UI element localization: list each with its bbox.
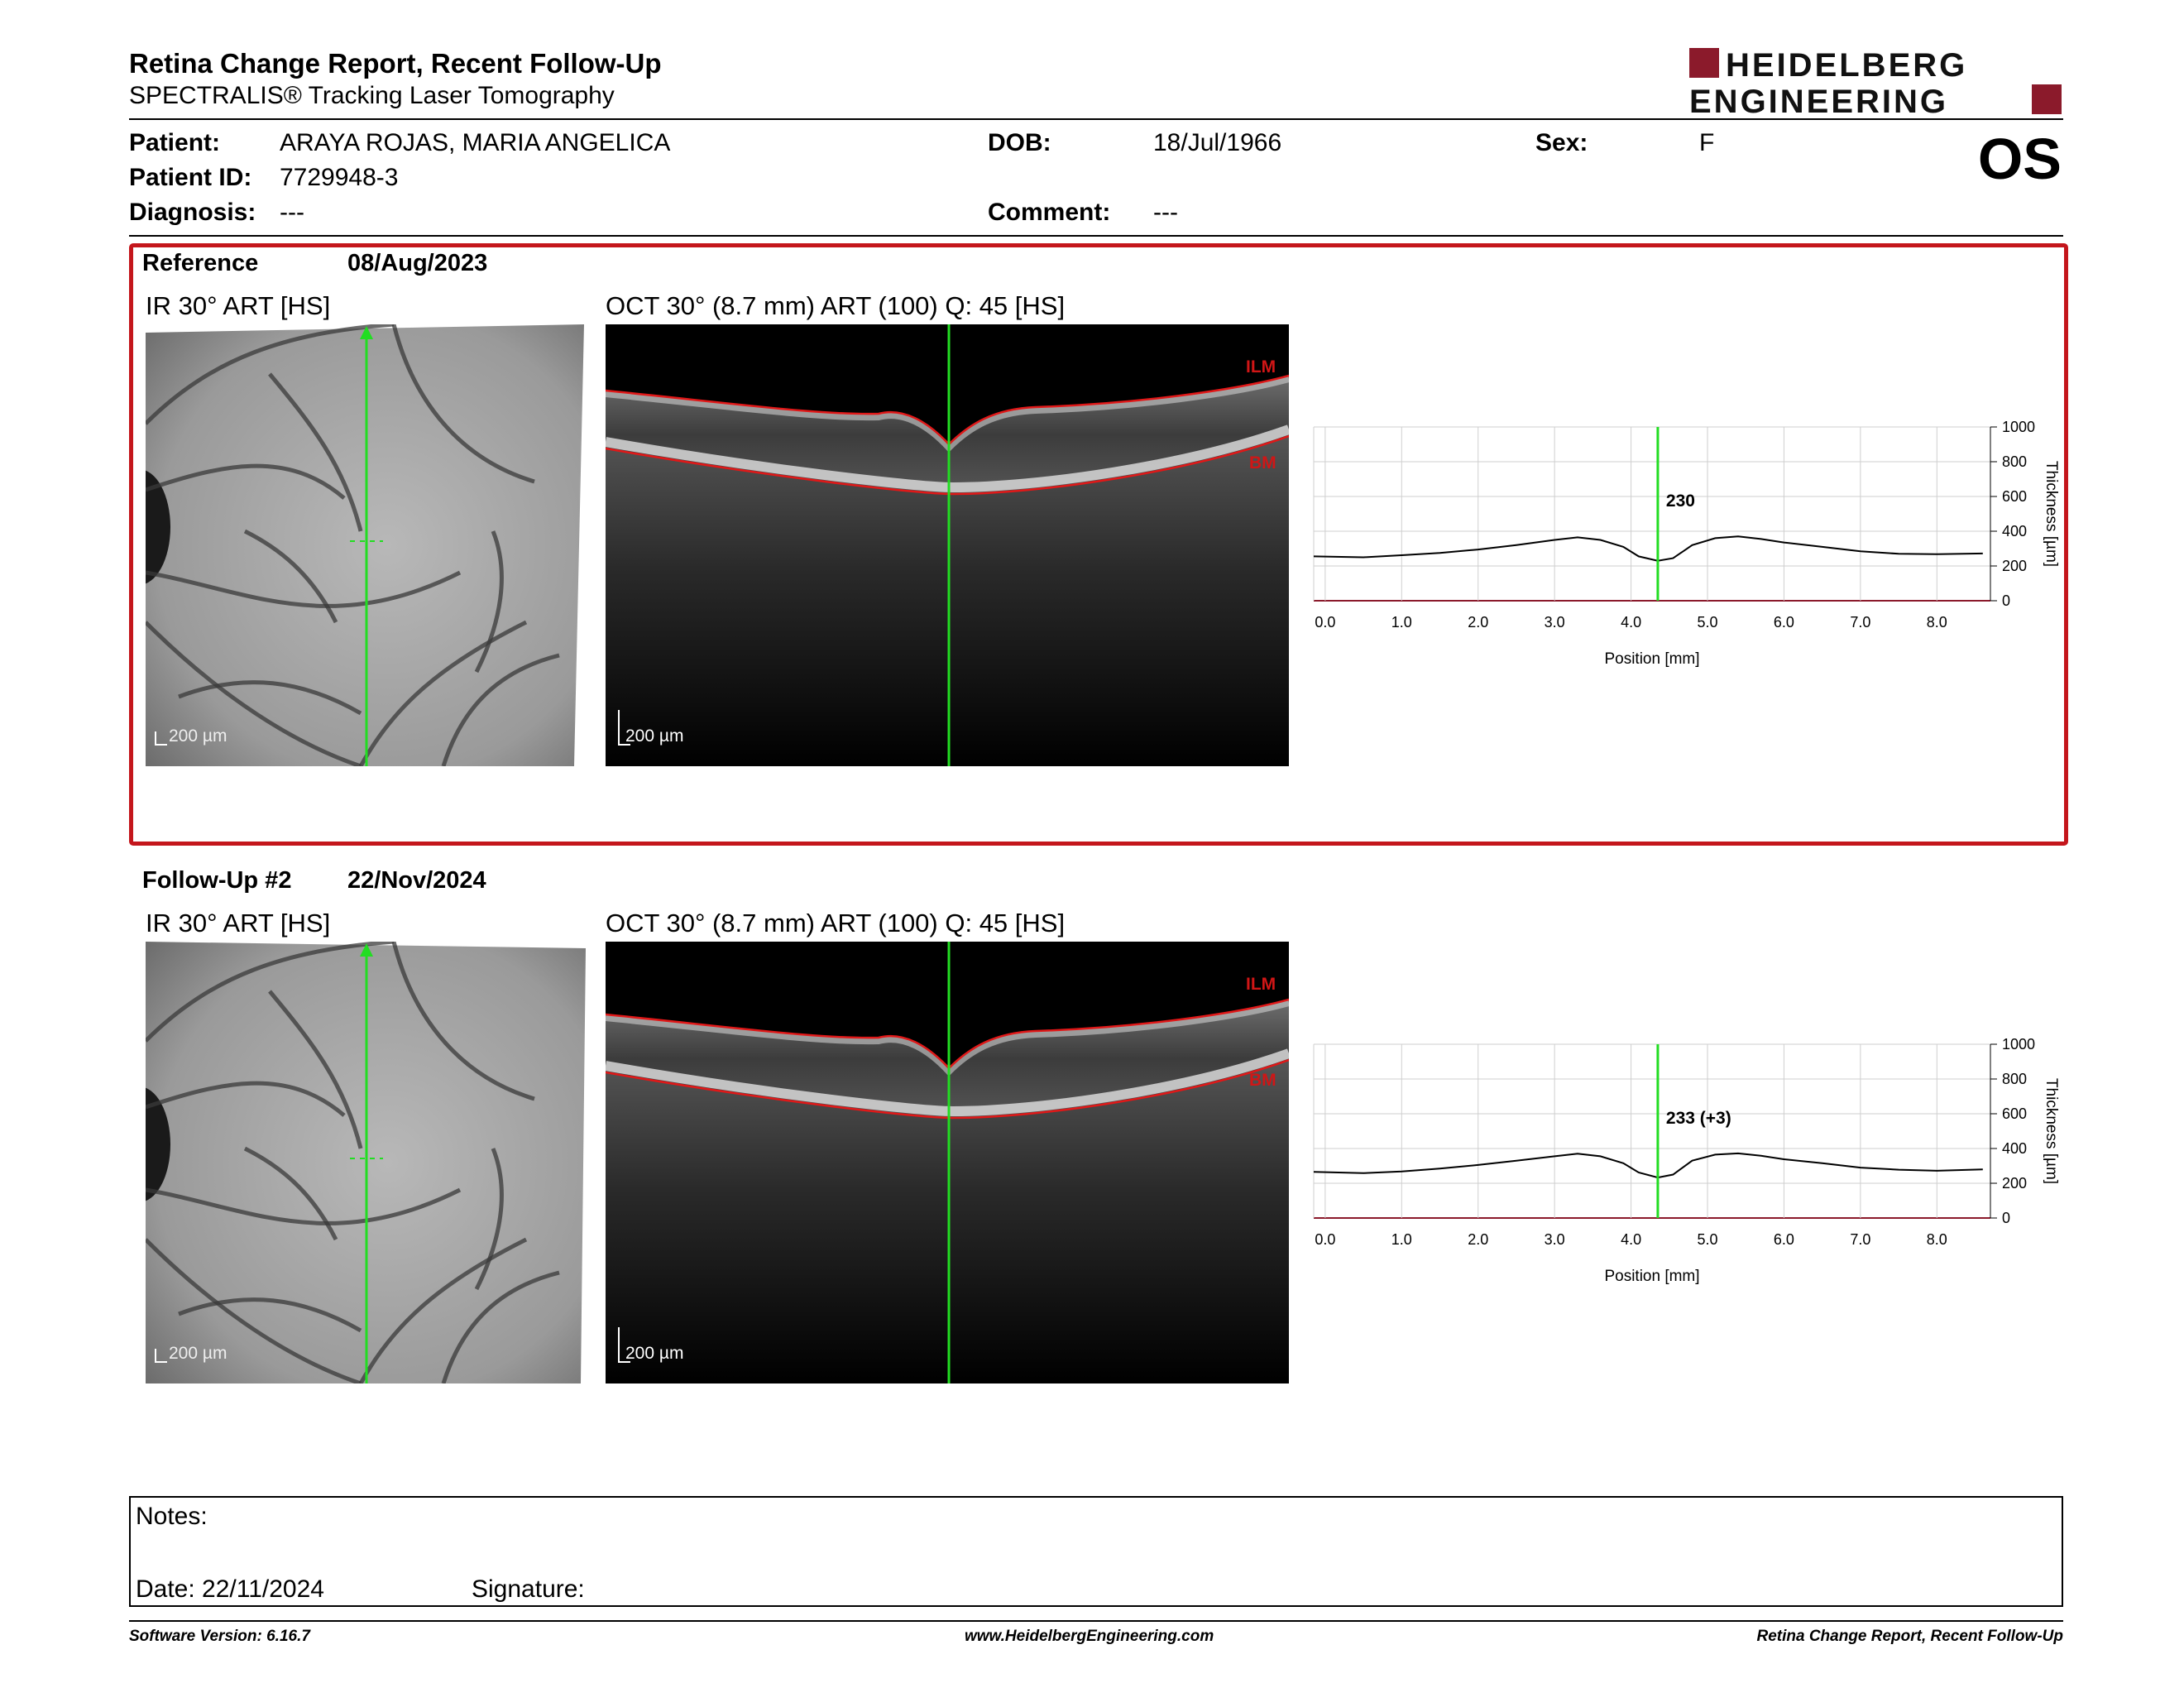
y-tick-label: 800 <box>2002 1071 2027 1087</box>
exam-date: 08/Aug/2023 <box>347 250 488 276</box>
bm-layer-label: BM <box>1249 1071 1276 1090</box>
oct-bscan-image[interactable]: ILM BM 200 µm <box>604 324 1291 766</box>
x-tick-label: 3.0 <box>1545 614 1565 631</box>
patient-divider <box>129 235 2063 237</box>
x-tick-label: 6.0 <box>1774 1231 1794 1248</box>
x-tick-label: 3.0 <box>1545 1231 1565 1248</box>
patient-id-label: Patient ID: <box>129 164 252 191</box>
followup-section: Follow-Up #2 22/Nov/2024 IR 30° ART [HS] OC… <box>0 867 2184 1446</box>
x-tick-label: 0.0 <box>1315 614 1335 631</box>
reference-section: Reference 08/Aug/2023 IR 30° ART [HS] OCT 3… <box>0 250 2184 829</box>
x-tick-label: 8.0 <box>1927 1231 1947 1248</box>
signature-label: Signature: <box>472 1575 585 1603</box>
exam-date: 22/Nov/2024 <box>347 867 486 894</box>
ir-scale-label: 200 µm <box>169 727 228 746</box>
thickness-chart: 0 200 400 600 800 1000 0.0 1.0 2.0 3.0 4.0 5.0 6.0 7.… <box>1307 407 2068 672</box>
notes-box: Notes: Date: 22/11/2024 Signature: <box>129 1496 2063 1607</box>
y-tick-label: 1000 <box>2002 1036 2035 1053</box>
x-tick-label: 7.0 <box>1850 1231 1870 1248</box>
y-axis-label: Thickness [µm] <box>2043 461 2060 567</box>
oct-image-title: OCT 30° (8.7 mm) ART (100) Q: 45 [HS] <box>606 291 1066 320</box>
diagnosis-label: Diagnosis: <box>129 199 256 226</box>
bm-layer-label: BM <box>1249 453 1276 472</box>
x-tick-label: 7.0 <box>1850 614 1870 631</box>
thickness-value-label: 230 <box>1666 492 1695 511</box>
sex-label: Sex: <box>1535 129 1588 156</box>
thickness-chart-svg: 0 200 400 600 800 1000 0.0 1.0 2.0 3.0 4.0 5.0 6.0 7.… <box>1313 1036 2060 1285</box>
software-version: Software Version: 6.16.7 <box>129 1628 310 1645</box>
x-tick-label: 6.0 <box>1774 614 1794 631</box>
y-tick-label: 800 <box>2002 453 2027 470</box>
x-tick-label: 1.0 <box>1391 1231 1412 1248</box>
x-tick-label: 2.0 <box>1468 614 1488 631</box>
y-tick-label: 200 <box>2002 558 2027 574</box>
y-tick-label: 600 <box>2002 1105 2027 1122</box>
footer-divider <box>129 1620 2063 1622</box>
y-tick-label: 1000 <box>2002 419 2035 435</box>
oct-scale-label: 200 µm <box>625 727 684 746</box>
x-tick-label: 8.0 <box>1927 614 1947 631</box>
header-divider <box>129 118 2063 120</box>
thickness-chart-svg: 0 200 400 600 800 1000 0.0 1.0 2.0 3.0 4.0 5.0 6.0 7.… <box>1313 419 2060 668</box>
x-axis-label: Position [mm] <box>1604 1268 1699 1285</box>
x-tick-label: 2.0 <box>1468 1231 1488 1248</box>
oct-scale-label: 200 µm <box>625 1344 684 1363</box>
report-subtitle: SPECTRALIS® Tracking Laser Tomography <box>129 82 615 109</box>
y-tick-label: 0 <box>2002 592 2010 609</box>
patient-id-value: 7729948-3 <box>280 164 399 191</box>
reference-section-box <box>129 243 2068 846</box>
x-tick-label: 4.0 <box>1621 1231 1641 1248</box>
svg-text:HEIDELBERG: HEIDELBERG <box>1726 47 1967 84</box>
patient-label: Patient: <box>129 129 221 156</box>
thickness-series-line <box>1313 535 1983 562</box>
patient-name: ARAYA ROJAS, MARIA ANGELICA <box>280 129 671 156</box>
x-tick-label: 1.0 <box>1391 614 1412 631</box>
ir-image-title: IR 30° ART [HS] <box>146 909 331 938</box>
eye-indicator: OS <box>1977 127 2062 191</box>
x-tick-label: 4.0 <box>1621 614 1641 631</box>
y-tick-label: 400 <box>2002 1140 2027 1157</box>
exam-label: Reference <box>142 250 259 276</box>
comment-value: --- <box>1153 199 1178 226</box>
ir-scale-label: 200 µm <box>169 1344 228 1363</box>
notes-date: Date: 22/11/2024 <box>136 1575 324 1603</box>
thickness-series-line <box>1313 1152 1983 1179</box>
thickness-value-label: 233 (+3) <box>1666 1109 1731 1128</box>
sex-value: F <box>1699 129 1715 156</box>
oct-bscan-image[interactable]: ILM BM 200 µm <box>604 942 1291 1383</box>
diagnosis-value: --- <box>280 199 304 226</box>
y-axis-label: Thickness [µm] <box>2043 1078 2060 1184</box>
comment-label: Comment: <box>988 199 1111 226</box>
x-tick-label: 0.0 <box>1315 1231 1335 1248</box>
x-tick-label: 5.0 <box>1697 1231 1717 1248</box>
report-title: Retina Change Report, Recent Follow-Up <box>129 48 662 79</box>
dob-value: 18/Jul/1966 <box>1153 129 1282 156</box>
x-axis-label: Position [mm] <box>1604 650 1699 668</box>
footer-report-title: Retina Change Report, Recent Follow-Up <box>1756 1628 2063 1645</box>
thickness-chart: 0 200 400 600 800 1000 0.0 1.0 2.0 3.0 4.0 5.0 6.0 7.… <box>1307 1024 2068 1289</box>
heidelberg-logo: HEIDELBERG ENGINEERING <box>1689 46 2063 120</box>
ilm-layer-label: ILM <box>1246 975 1276 994</box>
svg-text:ENGINEERING: ENGINEERING <box>1689 84 1948 116</box>
ir-fundus-image[interactable]: 200 µm <box>108 939 586 1386</box>
website-link[interactable]: www.HeidelbergEngineering.com <box>965 1628 1214 1645</box>
ilm-layer-label: ILM <box>1246 357 1276 376</box>
dob-label: DOB: <box>988 129 1051 156</box>
y-tick-label: 400 <box>2002 523 2027 539</box>
oct-image-title: OCT 30° (8.7 mm) ART (100) Q: 45 [HS] <box>606 909 1066 938</box>
exam-label: Follow-Up #2 <box>142 867 292 894</box>
notes-label: Notes: <box>136 1503 208 1530</box>
y-tick-label: 600 <box>2002 488 2027 505</box>
y-tick-label: 200 <box>2002 1175 2027 1192</box>
x-tick-label: 5.0 <box>1697 614 1717 631</box>
ir-image-title: IR 30° ART [HS] <box>146 291 331 320</box>
ir-fundus-image[interactable]: 200 µm <box>108 322 586 769</box>
y-tick-label: 0 <box>2002 1210 2010 1226</box>
